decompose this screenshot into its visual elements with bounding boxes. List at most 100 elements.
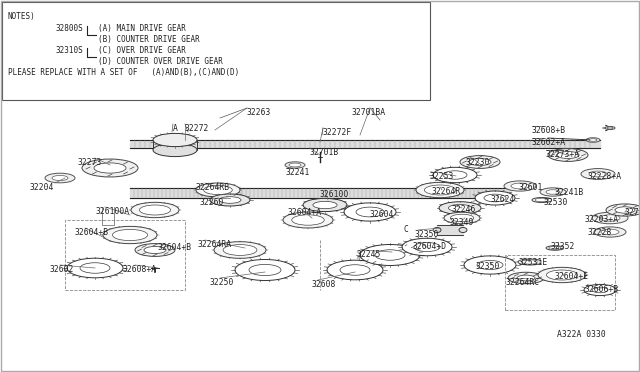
Ellipse shape bbox=[460, 155, 500, 169]
Ellipse shape bbox=[52, 176, 68, 180]
Text: 32253: 32253 bbox=[430, 172, 454, 181]
Text: 32604: 32604 bbox=[370, 210, 394, 219]
Ellipse shape bbox=[303, 198, 347, 212]
Ellipse shape bbox=[80, 263, 110, 273]
Ellipse shape bbox=[548, 148, 588, 161]
Ellipse shape bbox=[103, 226, 157, 244]
Text: 32241B: 32241B bbox=[555, 188, 584, 197]
Bar bbox=[505, 255, 615, 310]
Ellipse shape bbox=[344, 203, 396, 221]
Text: 32245: 32245 bbox=[357, 250, 381, 259]
Bar bbox=[153, 140, 197, 150]
Ellipse shape bbox=[589, 171, 607, 177]
Ellipse shape bbox=[135, 244, 175, 256]
Ellipse shape bbox=[459, 228, 467, 232]
Text: 32230: 32230 bbox=[466, 158, 490, 167]
Ellipse shape bbox=[517, 275, 535, 281]
Ellipse shape bbox=[313, 201, 337, 209]
Ellipse shape bbox=[464, 256, 516, 274]
Ellipse shape bbox=[292, 215, 324, 225]
Ellipse shape bbox=[615, 207, 635, 213]
Text: 32352: 32352 bbox=[551, 242, 575, 251]
Ellipse shape bbox=[451, 214, 474, 222]
Text: 32246: 32246 bbox=[452, 205, 476, 214]
Text: 32241: 32241 bbox=[286, 168, 310, 177]
Text: 32604+D: 32604+D bbox=[413, 242, 447, 251]
Text: 32263: 32263 bbox=[247, 108, 271, 117]
Ellipse shape bbox=[547, 270, 578, 280]
Ellipse shape bbox=[433, 228, 441, 232]
Text: NOTES): NOTES) bbox=[8, 12, 36, 21]
Text: A322A 0330: A322A 0330 bbox=[557, 330, 605, 339]
Text: 32608+B: 32608+B bbox=[532, 126, 566, 135]
Ellipse shape bbox=[153, 134, 197, 147]
Text: 32273: 32273 bbox=[78, 158, 102, 167]
Text: 32260: 32260 bbox=[200, 198, 225, 207]
Ellipse shape bbox=[153, 143, 197, 157]
Text: (A) MAIN DRIVE GEAR: (A) MAIN DRIVE GEAR bbox=[98, 24, 186, 33]
Ellipse shape bbox=[444, 212, 480, 224]
Ellipse shape bbox=[219, 197, 241, 203]
Text: (B) COUNTER DRIVE GEAR: (B) COUNTER DRIVE GEAR bbox=[98, 35, 200, 44]
Text: 32602+A: 32602+A bbox=[532, 138, 566, 147]
Ellipse shape bbox=[67, 258, 123, 278]
Ellipse shape bbox=[601, 229, 619, 235]
Ellipse shape bbox=[594, 227, 626, 237]
Bar bbox=[65, 220, 185, 290]
Text: 32264RB: 32264RB bbox=[196, 183, 230, 192]
Ellipse shape bbox=[113, 230, 148, 241]
Ellipse shape bbox=[424, 185, 456, 195]
Text: 32624: 32624 bbox=[491, 195, 515, 204]
Ellipse shape bbox=[589, 139, 597, 141]
Ellipse shape bbox=[508, 272, 544, 284]
Text: 32203+A: 32203+A bbox=[585, 215, 619, 224]
Ellipse shape bbox=[546, 190, 560, 194]
Text: 32264R: 32264R bbox=[432, 187, 461, 196]
Text: 32264RA: 32264RA bbox=[198, 240, 232, 249]
Ellipse shape bbox=[592, 287, 608, 293]
Ellipse shape bbox=[504, 181, 536, 191]
Ellipse shape bbox=[82, 159, 138, 177]
Text: 32272: 32272 bbox=[185, 124, 209, 133]
Ellipse shape bbox=[285, 162, 305, 168]
Ellipse shape bbox=[289, 163, 301, 167]
Ellipse shape bbox=[235, 260, 295, 280]
Text: 32350: 32350 bbox=[415, 230, 440, 239]
Text: 32606+B: 32606+B bbox=[585, 285, 619, 294]
Text: 32604+A: 32604+A bbox=[288, 208, 322, 217]
Ellipse shape bbox=[511, 183, 529, 189]
Text: 32701B: 32701B bbox=[310, 148, 339, 157]
Text: 32608+A: 32608+A bbox=[123, 265, 157, 274]
Text: 32264RC: 32264RC bbox=[506, 278, 540, 287]
Text: PLEASE REPLACE WITH A SET OF   (A)AND(B),(C)AND(D): PLEASE REPLACE WITH A SET OF (A)AND(B),(… bbox=[8, 68, 239, 77]
Text: 32272F: 32272F bbox=[323, 128, 352, 137]
Text: 32608: 32608 bbox=[312, 280, 337, 289]
Ellipse shape bbox=[140, 205, 171, 215]
Ellipse shape bbox=[196, 183, 240, 197]
Ellipse shape bbox=[586, 138, 600, 142]
Ellipse shape bbox=[538, 267, 586, 283]
Ellipse shape bbox=[605, 126, 615, 129]
Text: 32604+E: 32604+E bbox=[555, 272, 589, 281]
Text: 32610O: 32610O bbox=[320, 190, 349, 199]
Ellipse shape bbox=[340, 265, 370, 275]
Ellipse shape bbox=[557, 151, 579, 158]
Text: (C) OVER DRIVE GEAR: (C) OVER DRIVE GEAR bbox=[98, 46, 186, 55]
Ellipse shape bbox=[214, 242, 266, 258]
Ellipse shape bbox=[414, 243, 440, 251]
Ellipse shape bbox=[607, 127, 613, 129]
Text: 32604+B: 32604+B bbox=[158, 243, 192, 252]
Ellipse shape bbox=[584, 285, 616, 296]
Text: 32228+A: 32228+A bbox=[588, 172, 622, 181]
Ellipse shape bbox=[439, 202, 481, 214]
Text: 32800S: 32800S bbox=[55, 24, 83, 33]
Ellipse shape bbox=[443, 171, 467, 179]
Ellipse shape bbox=[223, 245, 257, 256]
Text: C: C bbox=[404, 225, 409, 234]
Text: 32350: 32350 bbox=[476, 262, 500, 271]
Ellipse shape bbox=[606, 204, 640, 216]
Ellipse shape bbox=[592, 212, 628, 224]
Ellipse shape bbox=[600, 215, 620, 221]
Ellipse shape bbox=[94, 163, 126, 173]
Ellipse shape bbox=[484, 194, 506, 202]
